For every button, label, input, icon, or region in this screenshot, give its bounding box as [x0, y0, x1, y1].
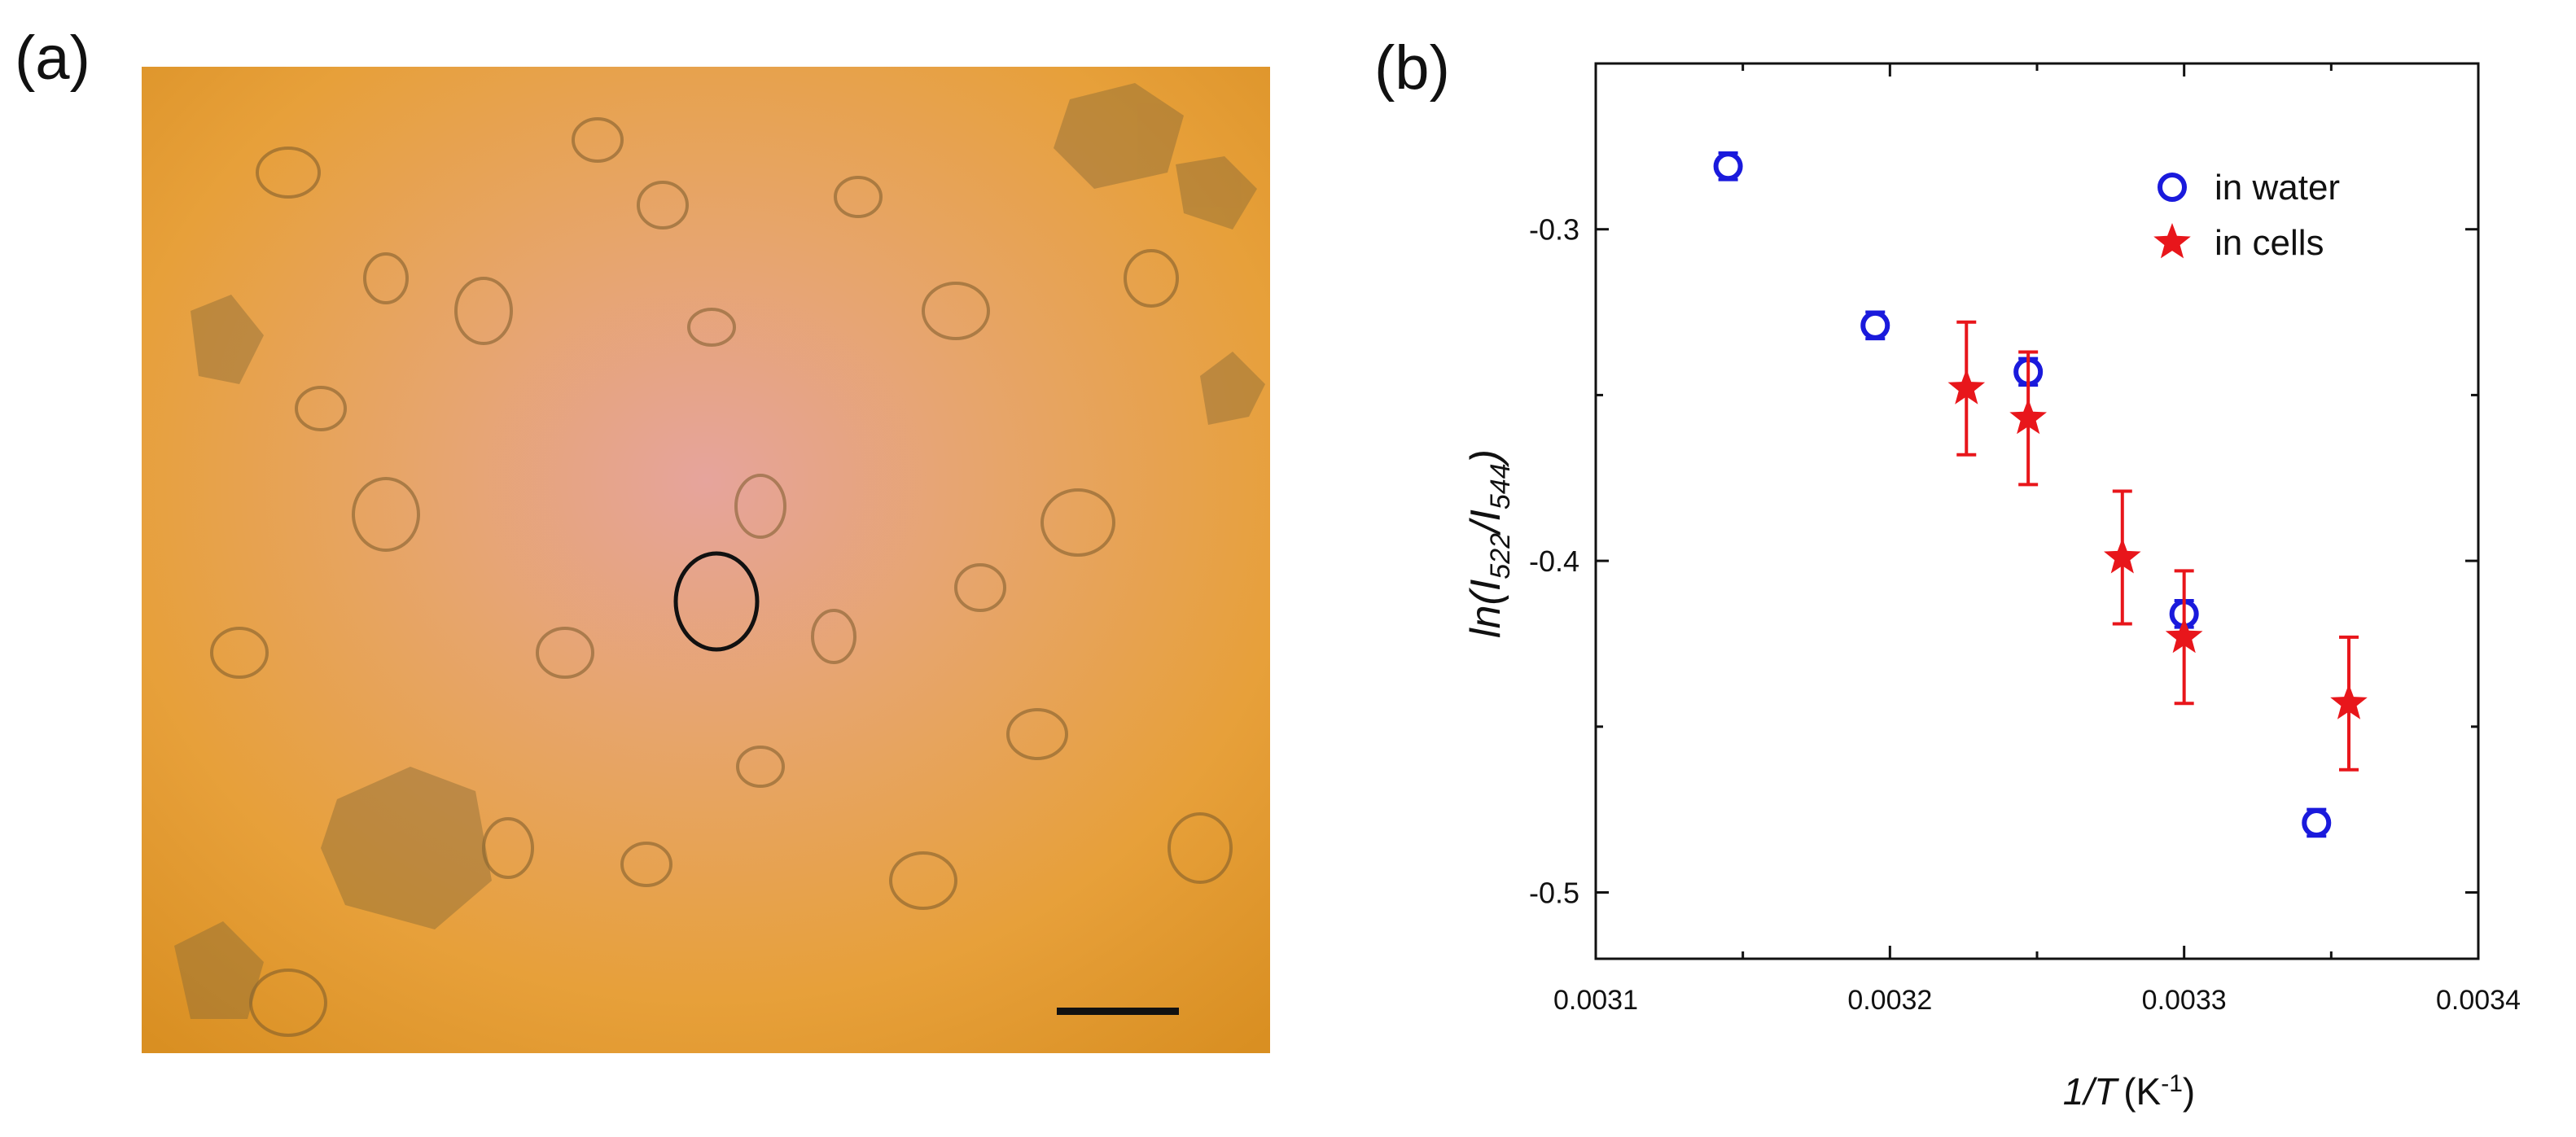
data-point-star: [2009, 398, 2047, 435]
data-point-star: [2330, 684, 2368, 719]
y-tick-label: -0.5: [1529, 877, 1579, 910]
cell-outline: [363, 252, 409, 304]
x-tick-label: 0.0034: [2436, 985, 2521, 1016]
panel-a-label: (a): [15, 24, 90, 93]
data-point-circle: [1860, 310, 1890, 340]
cell-outline: [834, 176, 883, 218]
cell-outline: [1168, 812, 1233, 884]
cell-outline: [1124, 249, 1179, 308]
legend: in water in cells: [2153, 168, 2340, 263]
cell-outline: [454, 277, 513, 345]
cell-outline: [249, 969, 327, 1037]
scale-bar: [1057, 1008, 1179, 1015]
legend-label: in cells: [2215, 223, 2324, 263]
cell-outline: [352, 477, 420, 552]
scatter-plot: 0.0031 0.0032 0.0033 0.0034 -0.3 -0.4 -0.5 in …: [1462, 62, 2521, 1113]
cell-outline: [1040, 488, 1115, 557]
y-tick-label: -0.4: [1529, 544, 1579, 578]
cell-outline: [536, 627, 594, 679]
cell-outline: [256, 146, 321, 199]
highlighted-cell-circle: [673, 551, 760, 652]
panel-b-label: (b): [1374, 33, 1450, 103]
cell-outline: [889, 851, 957, 910]
plot-frame: [1594, 62, 2480, 960]
data-point-circle: [2302, 807, 2332, 837]
cell-outline: [687, 308, 736, 347]
data-point-star: [2104, 538, 2141, 574]
x-tick-label: 0.0032: [1847, 985, 1932, 1016]
cell-outline: [736, 746, 785, 788]
cell-outline: [620, 842, 672, 887]
x-tick-label: 0.0031: [1553, 985, 1638, 1016]
cell-outline: [572, 117, 624, 163]
cell-outline: [811, 609, 856, 664]
y-axis-label: ln(I522/I544): [1462, 449, 1516, 638]
x-tick-label: 0.0033: [2142, 985, 2227, 1016]
cell-outline: [295, 386, 347, 431]
cell-outline: [482, 817, 534, 879]
data-point-circle: [1713, 151, 1743, 181]
legend-label: in water: [2215, 168, 2340, 208]
y-tick-label: -0.3: [1529, 213, 1579, 247]
data-point-star: [2165, 617, 2203, 654]
cell-outline: [954, 563, 1006, 612]
cell-outline: [1006, 708, 1068, 760]
data-point-star: [1947, 369, 1986, 405]
legend-marker-circle: [2158, 173, 2187, 202]
legend-marker-star: [2153, 223, 2191, 259]
x-axis-label: 1/T (K-1): [2063, 1070, 2195, 1113]
cell-outline: [734, 474, 786, 539]
cell-outline: [210, 627, 269, 679]
cell-outline: [922, 282, 990, 340]
cell-micrograph-image: [142, 67, 1270, 1053]
series-in-cells: [1947, 320, 2368, 772]
cell-outline: [637, 181, 689, 230]
